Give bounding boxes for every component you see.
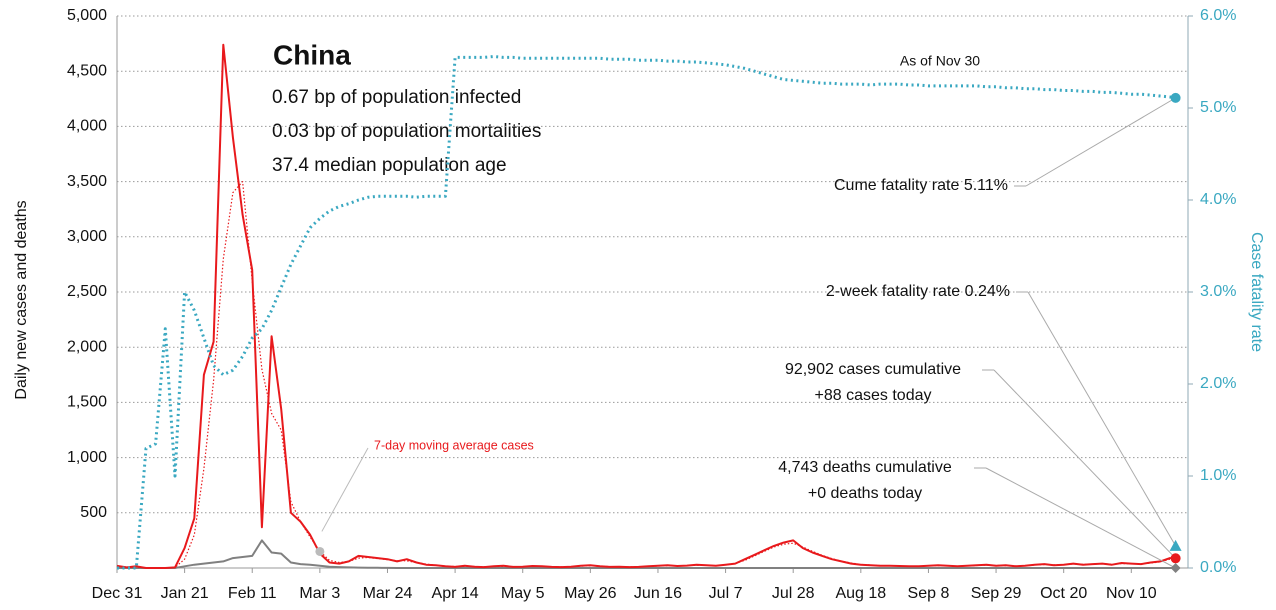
y-tick-label: 2,500 bbox=[67, 283, 107, 300]
y2-axis-label: Case fatality rate bbox=[1248, 232, 1265, 352]
annotation-text: +0 deaths today bbox=[808, 485, 922, 502]
x-tick-label: Mar 3 bbox=[299, 585, 340, 602]
leader-line bbox=[321, 447, 369, 532]
y-tick-label: 500 bbox=[80, 504, 107, 521]
end-marker bbox=[1170, 92, 1181, 103]
series-line bbox=[116, 43, 1180, 569]
end-marker bbox=[1170, 553, 1181, 564]
chart-title: China bbox=[273, 39, 351, 70]
x-tick-label: Jul 7 bbox=[709, 585, 743, 602]
series-label: 7-day moving average cases bbox=[374, 438, 534, 452]
y-tick-label: 3,000 bbox=[67, 228, 107, 245]
y2-tick-label: 4.0% bbox=[1200, 191, 1236, 208]
y2-tick-label: 6.0% bbox=[1200, 7, 1236, 24]
end-marker bbox=[1169, 539, 1182, 551]
y2-tick-label: 2.0% bbox=[1200, 375, 1236, 392]
x-tick-label: Nov 10 bbox=[1106, 585, 1157, 602]
leader-line bbox=[1027, 291, 1177, 547]
y-tick-label: 2,000 bbox=[67, 338, 107, 355]
x-tick-label: Mar 24 bbox=[363, 585, 413, 602]
annotation-text: 4,743 deaths cumulative bbox=[778, 459, 952, 476]
x-tick-label: Apr 14 bbox=[432, 585, 479, 602]
x-tick-label: Jul 28 bbox=[772, 585, 815, 602]
as-of-note: As of Nov 30 bbox=[900, 53, 980, 69]
leader-line bbox=[985, 467, 1176, 569]
x-tick-label: Jan 21 bbox=[161, 585, 209, 602]
y-tick-label: 1,000 bbox=[67, 449, 107, 466]
y2-tick-label: 3.0% bbox=[1200, 283, 1236, 300]
y-tick-label: 1,500 bbox=[67, 394, 107, 411]
y-tick-label: 4,500 bbox=[67, 62, 107, 79]
end-marker bbox=[1170, 563, 1181, 573]
leader-line bbox=[1025, 97, 1176, 187]
annotation-text: 92,902 cases cumulative bbox=[785, 361, 961, 378]
x-tick-label: May 26 bbox=[564, 585, 617, 602]
y-tick-label: 3,500 bbox=[67, 173, 107, 190]
annotation-text: +88 cases today bbox=[815, 387, 932, 404]
x-tick-label: May 5 bbox=[501, 585, 545, 602]
x-tick-label: Sep 8 bbox=[908, 585, 950, 602]
x-tick-label: Oct 20 bbox=[1040, 585, 1087, 602]
y2-tick-label: 1.0% bbox=[1200, 467, 1236, 484]
series-point bbox=[315, 546, 325, 556]
x-tick-label: Feb 11 bbox=[228, 585, 277, 602]
subtitle: 0.03 bp of population mortalities bbox=[272, 121, 541, 142]
x-tick-label: Jun 16 bbox=[634, 585, 682, 602]
subtitle: 37.4 median population age bbox=[272, 155, 507, 176]
annotation-text: Cume fatality rate 5.11% bbox=[834, 177, 1008, 194]
y-axis-label: Daily new cases and deaths bbox=[13, 200, 30, 399]
x-tick-label: Sep 29 bbox=[971, 585, 1022, 602]
y2-tick-label: 5.0% bbox=[1200, 99, 1236, 116]
y-tick-label: 4,000 bbox=[67, 118, 107, 135]
x-tick-label: Aug 18 bbox=[835, 585, 886, 602]
y-tick-label: 5,000 bbox=[67, 7, 107, 24]
subtitle: 0.67 bp of population infected bbox=[272, 87, 521, 108]
annotation-text: 2-week fatality rate 0.24% bbox=[826, 283, 1010, 300]
x-tick-label: Dec 31 bbox=[92, 585, 143, 602]
series-line bbox=[117, 539, 1180, 569]
y2-tick-label: 0.0% bbox=[1200, 559, 1236, 576]
leader-line bbox=[993, 369, 1176, 559]
